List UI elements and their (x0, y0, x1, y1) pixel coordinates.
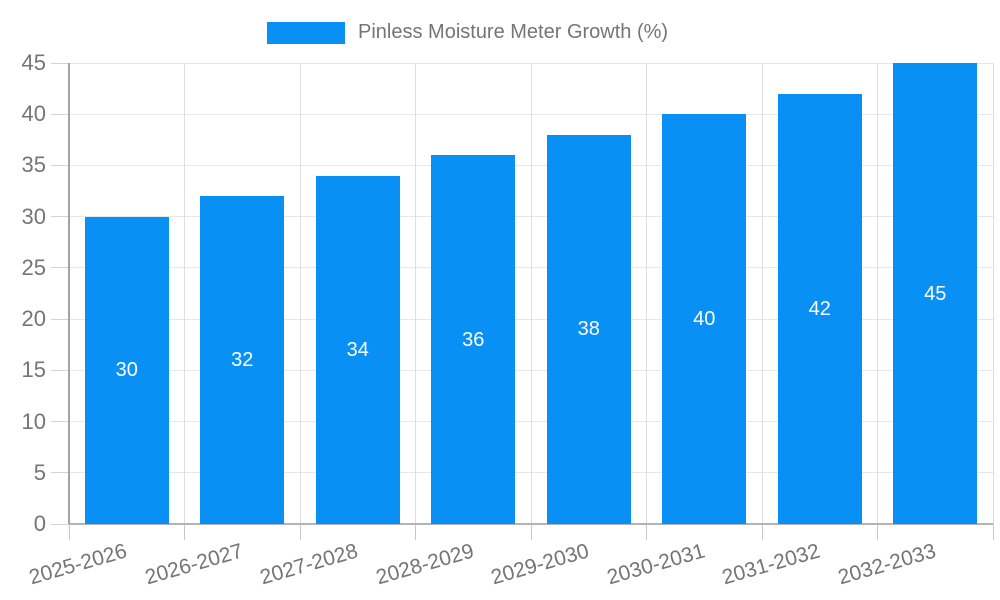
y-tick (51, 62, 69, 64)
bar-value-label: 40 (693, 308, 716, 331)
y-tick (51, 472, 69, 474)
x-axis-label: 2025-2026 (26, 539, 130, 590)
bar-value-label: 36 (462, 328, 485, 351)
bar (200, 196, 285, 524)
x-tick (184, 524, 185, 540)
y-axis-line (68, 63, 70, 524)
v-gridline (992, 63, 994, 524)
bar (84, 216, 169, 524)
y-axis-label: 15 (21, 357, 46, 383)
bar (662, 114, 747, 524)
bar (893, 63, 978, 524)
y-tick (51, 216, 69, 218)
y-axis-label: 25 (21, 254, 46, 280)
x-axis-label: 2028-2029 (373, 539, 477, 590)
v-gridline (761, 63, 763, 524)
bar-value-label: 38 (577, 318, 600, 341)
bar-value-label: 45 (924, 282, 947, 305)
bar (777, 93, 862, 524)
x-axis-label: 2026-2027 (142, 539, 246, 590)
y-axis-label: 5 (33, 459, 46, 485)
x-axis-label: 2032-2033 (835, 539, 939, 590)
x-tick (877, 524, 878, 540)
y-axis-label: 35 (21, 152, 46, 178)
x-axis-label: 2030-2031 (604, 539, 708, 590)
bar-value-label: 34 (346, 338, 369, 361)
y-axis-label: 30 (21, 203, 46, 229)
v-gridline (530, 63, 532, 524)
y-axis-label: 40 (21, 101, 46, 127)
v-gridline (877, 63, 878, 524)
x-axis-line (69, 523, 993, 525)
x-axis-label: 2029-2030 (488, 539, 592, 590)
y-axis-label: 10 (21, 408, 46, 434)
legend: Pinless Moisture Meter Growth (%) (267, 21, 668, 44)
y-axis-label: 0 (33, 511, 46, 536)
x-tick (992, 524, 994, 540)
bar-value-label: 30 (115, 359, 138, 382)
x-axis-label: 2031-2032 (719, 539, 823, 590)
bar (431, 155, 516, 524)
y-tick (51, 523, 69, 525)
y-tick (51, 164, 69, 166)
y-axis-label: 20 (21, 306, 46, 332)
x-axis-label: 2027-2028 (257, 539, 361, 590)
x-tick (530, 524, 532, 540)
y-axis-label: 45 (21, 50, 46, 75)
y-tick (51, 318, 69, 320)
x-tick (68, 524, 70, 540)
bar-value-label: 32 (231, 349, 254, 372)
y-tick (51, 267, 69, 269)
v-gridline (646, 63, 647, 524)
bar (315, 175, 400, 524)
legend-swatch (267, 21, 345, 44)
y-tick (51, 113, 69, 115)
y-tick (51, 421, 69, 423)
v-gridline (184, 63, 185, 524)
y-tick (51, 369, 69, 371)
x-tick (761, 524, 763, 540)
bar-value-label: 42 (808, 297, 831, 320)
x-tick (646, 524, 647, 540)
bar (546, 134, 631, 524)
legend-label: Pinless Moisture Meter Growth (%) (358, 21, 669, 43)
v-gridline (299, 63, 301, 524)
x-tick (415, 524, 416, 540)
v-gridline (415, 63, 416, 524)
x-tick (299, 524, 301, 540)
